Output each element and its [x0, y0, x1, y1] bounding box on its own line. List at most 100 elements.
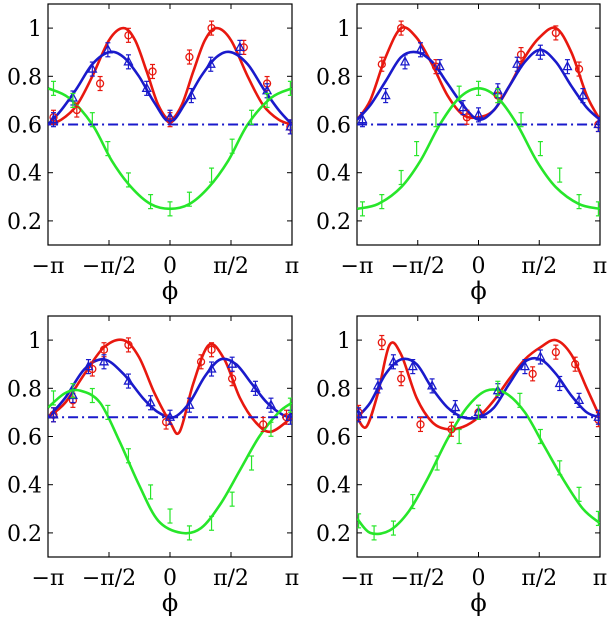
red-curve — [357, 338, 600, 431]
x-tick-label: π/2 — [521, 566, 557, 591]
blue-data-point — [102, 42, 113, 58]
circle-marker — [207, 345, 216, 354]
blue-data-point — [164, 409, 176, 425]
green-data-point — [89, 112, 95, 128]
green-curve — [357, 388, 600, 536]
green-data-point — [125, 448, 131, 464]
circle-marker — [528, 369, 537, 378]
y-tick-label: 0.8 — [7, 377, 42, 402]
circle-marker — [447, 425, 456, 434]
red-data-point — [571, 356, 580, 372]
red-data-point — [148, 63, 157, 80]
triangle-marker — [250, 382, 261, 392]
blue-data-point — [415, 42, 426, 58]
triangle-marker — [457, 101, 469, 112]
green-data-point — [414, 141, 420, 157]
blue-data-point — [145, 395, 156, 411]
green-data-point — [476, 80, 481, 96]
blue-data-point — [535, 44, 546, 60]
y-tick-label: 0.6 — [7, 114, 42, 139]
green-data-point — [410, 493, 416, 510]
triangle-marker — [164, 111, 176, 121]
green-data-point — [371, 525, 377, 541]
x-axis-label: ϕ — [470, 589, 486, 617]
triangle-marker — [285, 411, 292, 421]
blue-data-point — [407, 359, 418, 375]
y-tick-label: 0.2 — [316, 210, 351, 235]
y-tick-label: 1 — [28, 329, 42, 354]
green-data-point — [186, 525, 192, 541]
blue-data-point — [265, 397, 277, 413]
triangle-marker — [519, 360, 530, 371]
x-tick-label: −π — [341, 254, 374, 279]
red-data-point — [397, 371, 406, 387]
red-curve — [48, 338, 292, 436]
y-tick-label: 0.4 — [316, 474, 351, 499]
triangle-marker — [123, 375, 134, 385]
green-data-point — [229, 491, 235, 507]
green-data-point — [537, 141, 543, 157]
green-data-point — [456, 85, 462, 101]
circle-marker — [462, 113, 472, 122]
x-axis-label: ϕ — [470, 277, 486, 305]
blue-data-point — [388, 354, 399, 370]
chart-panel-1: 0.2 0.4 0.6 0.8 1 −π −π/2 0 π/2 π ϕ — [7, 3, 299, 305]
green-data-point — [89, 387, 95, 404]
blue-data-point — [227, 356, 238, 372]
triangle-marker — [67, 389, 78, 400]
blue-data-point — [372, 378, 384, 394]
triangle-marker — [98, 355, 110, 366]
chart-panel-2: 0.2 0.4 0.6 0.8 1 −π −π/2 0 π/2 π ϕ — [316, 3, 607, 305]
green-data-point — [434, 455, 440, 471]
y-tick-label: 0.8 — [316, 65, 351, 90]
y-tick-label: 1 — [337, 17, 351, 42]
red-data-point — [72, 102, 81, 118]
green-data-point — [595, 201, 600, 217]
blue-data-point — [554, 375, 565, 392]
triangle-marker — [415, 43, 426, 54]
blue-data-point — [234, 39, 245, 55]
triangle-marker — [123, 55, 134, 66]
green-data-point — [105, 404, 111, 420]
green-data-point — [517, 392, 523, 408]
triangle-marker — [473, 108, 484, 119]
green-data-point — [576, 194, 582, 210]
y-tick-label: 0.2 — [7, 522, 42, 547]
x-tick-label: −π/2 — [391, 254, 445, 279]
plot-area — [357, 20, 600, 217]
red-data-point — [377, 56, 386, 72]
triangle-marker — [285, 121, 292, 131]
circle-marker — [551, 28, 560, 38]
green-data-point — [495, 380, 501, 396]
circle-marker — [72, 105, 81, 115]
x-tick-label: π — [593, 254, 607, 279]
triangle-marker — [102, 43, 113, 54]
blue-data-point — [535, 349, 546, 365]
red-data-point — [416, 416, 425, 433]
triangle-marker — [388, 355, 399, 366]
green-data-point — [268, 421, 274, 437]
blue-data-point — [593, 116, 600, 133]
blue-data-point — [250, 380, 261, 396]
green-data-point — [456, 428, 462, 445]
red-data-point — [239, 39, 248, 55]
red-data-point — [447, 421, 456, 437]
triangle-marker — [512, 58, 523, 68]
chart-panel-3: 0.2 0.4 0.6 0.8 1 −π −π/2 0 π/2 π ϕ — [7, 315, 299, 617]
red-data-point — [516, 47, 526, 63]
green-data-point — [433, 112, 439, 128]
blue-data-point — [357, 112, 368, 128]
blue-data-point — [186, 87, 197, 104]
x-tick-label: −π/2 — [82, 254, 136, 279]
red-data-point — [95, 75, 105, 92]
blue-data-point — [87, 61, 98, 77]
triangle-marker — [554, 377, 565, 388]
x-axis-label: ϕ — [162, 589, 178, 617]
triangle-marker — [184, 399, 195, 409]
green-data-point — [287, 397, 292, 413]
green-data-point — [167, 201, 173, 217]
circle-marker — [571, 360, 580, 369]
circle-marker — [95, 79, 105, 88]
red-data-point — [207, 342, 216, 358]
circle-marker — [551, 347, 560, 357]
